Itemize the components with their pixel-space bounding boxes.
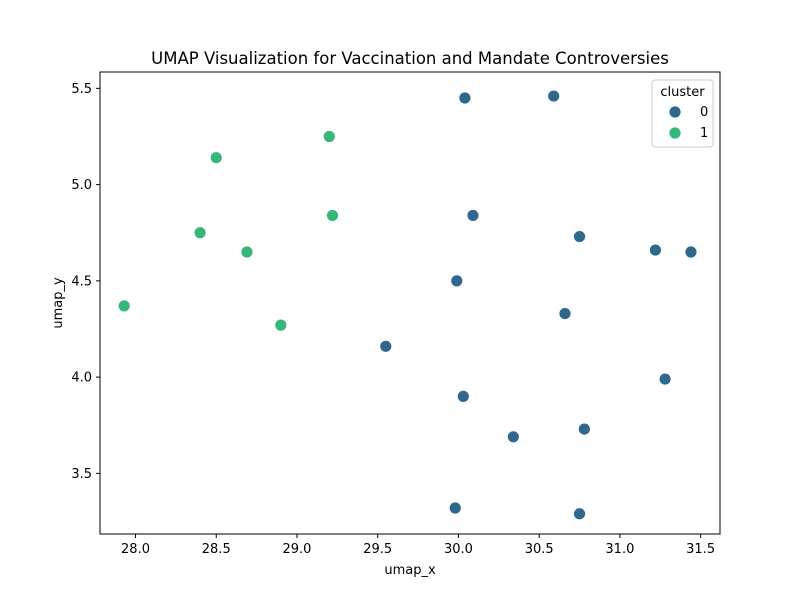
x-tick-label: 31.5 [686, 542, 715, 557]
y-tick-label: 4.0 [71, 371, 92, 386]
legend-label-cluster-1: 1 [700, 126, 708, 141]
scatter-point-cluster-0 [573, 507, 586, 521]
x-tick-label: 29.5 [363, 542, 392, 557]
y-tick-label: 5.0 [71, 178, 92, 193]
scatter-point-cluster-0 [466, 209, 480, 222]
scatter-point-cluster-0 [649, 243, 662, 257]
scatter-point-cluster-0 [506, 430, 520, 444]
legend-box [651, 79, 714, 148]
scatter-point-cluster-0 [573, 230, 586, 243]
scatter-point-cluster-0 [558, 307, 572, 320]
scatter-point-cluster-1 [322, 130, 336, 143]
legend: cluster 0 1 [651, 79, 714, 148]
x-tick-label: 30.5 [525, 542, 554, 557]
scatter-point-cluster-1 [117, 299, 131, 313]
scatter-point-cluster-1 [209, 151, 223, 165]
y-tick-label: 5.5 [71, 82, 92, 97]
scatter-point-cluster-1 [240, 245, 254, 259]
scatter-point-cluster-0 [577, 422, 591, 436]
legend-title: cluster [660, 85, 705, 100]
scatter-point-cluster-0 [458, 91, 472, 105]
x-tick-label: 28.0 [121, 542, 150, 557]
scatter-point-cluster-1 [193, 226, 207, 240]
legend-marker-cluster-1 [668, 126, 682, 140]
legend-marker-cluster-0 [668, 105, 682, 119]
scatter-point-cluster-0 [379, 339, 393, 353]
y-axis-ticks: 3.5 4.0 4.5 5.0 5.5 [71, 82, 100, 482]
scatter-point-cluster-1 [326, 209, 339, 222]
legend-label-cluster-0: 0 [700, 105, 708, 120]
scatter-point-cluster-0 [450, 274, 464, 288]
scatter-point-cluster-0 [448, 501, 462, 515]
y-tick-label: 4.5 [71, 274, 92, 289]
scatter-point-cluster-0 [547, 89, 561, 103]
y-axis-label: umap_y [51, 277, 66, 329]
x-tick-label: 28.5 [202, 542, 231, 557]
scatter-point-cluster-0 [684, 245, 698, 259]
x-tick-label: 29.0 [283, 542, 312, 557]
chart-title: UMAP Visualization for Vaccination and M… [151, 49, 669, 68]
x-axis-label: umap_x [384, 563, 436, 578]
scatter-point-cluster-1 [274, 318, 288, 332]
y-tick-label: 3.5 [71, 467, 92, 482]
plot-area-frame [99, 71, 721, 535]
scatter-point-cluster-0 [456, 389, 470, 403]
data-points [117, 89, 698, 521]
x-axis-ticks: 28.0 28.5 29.0 29.5 30.0 30.5 31.0 31.5 [121, 534, 715, 557]
x-tick-label: 31.0 [605, 542, 634, 557]
x-tick-label: 30.0 [444, 542, 473, 557]
scatter-point-cluster-0 [658, 372, 672, 386]
